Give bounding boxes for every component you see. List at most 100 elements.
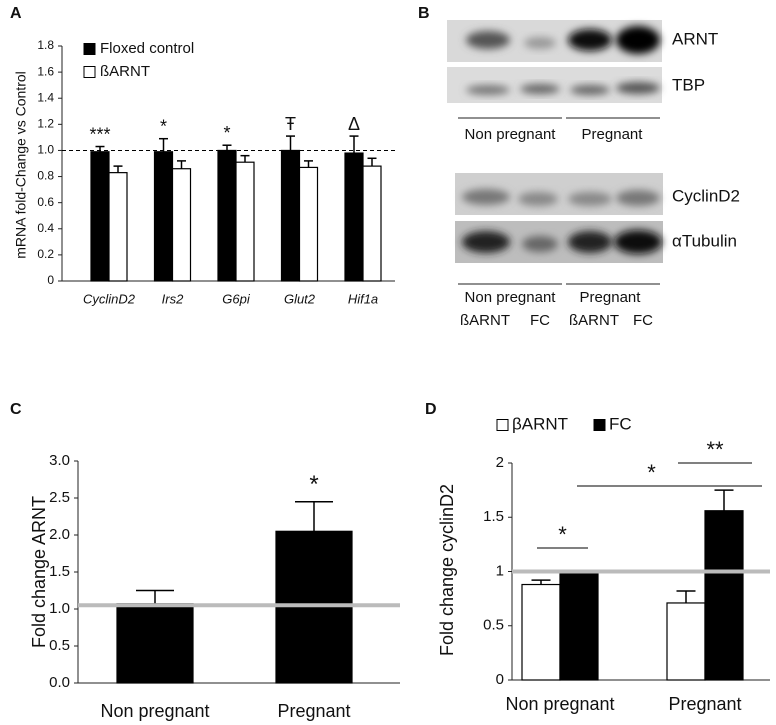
y-tick-label: 0 [496,671,504,688]
y-tick-label: 0.0 [49,674,70,691]
band [568,231,612,253]
x-tick-label: G6pi [222,291,251,306]
y-tick-label: 0.2 [37,247,54,261]
y-tick-label: 1.0 [37,143,54,157]
annotation: ** [706,437,724,462]
band [568,29,612,51]
legend-label: Floxed control [100,40,194,57]
panel-label: D [425,401,437,418]
bar [521,583,561,681]
annotation: * [160,116,167,136]
legend-swatch [83,43,96,55]
panel-label: B [418,5,430,22]
group-label: Pregnant [582,126,644,143]
y-tick-label: 0.4 [37,221,54,235]
lane-label: ßARNT [569,312,619,329]
legend-swatch [83,66,96,78]
band [568,192,612,206]
bar [116,603,194,684]
band-label: TBP [672,75,705,94]
group-label: Non pregnant [465,289,557,306]
band [520,84,560,94]
band-label: ARNT [672,29,718,48]
band [466,31,510,49]
lane-label: ßARNT [460,312,510,329]
western-blot [447,20,663,285]
legend-label: βARNT [512,414,568,433]
band [466,85,510,95]
y-tick-label: 1 [496,562,504,579]
y-tick-label: 2.5 [49,489,70,506]
y-tick-label: 1.0 [49,600,70,617]
annotation: * [309,471,318,498]
legend-label: FC [609,414,632,433]
x-tick-label: Pregnant [668,694,741,714]
bar [235,161,255,282]
x-tick-label: Pregnant [277,701,350,721]
bar [108,172,128,282]
annotation: Ŧ [285,114,296,134]
x-tick-label: CyclinD2 [83,291,136,306]
y-tick-label: 1.6 [37,64,54,78]
band [614,230,662,254]
annotation: * [223,123,230,143]
x-tick-label: Non pregnant [505,694,614,714]
band [524,37,556,49]
y-axis-label: Fold change ARNT [29,496,49,648]
y-tick-label: 0.5 [483,617,504,634]
band [616,26,660,54]
annotation: *** [89,124,110,144]
band [518,192,558,206]
band-label: CyclinD2 [672,186,740,205]
band [616,190,660,206]
band [462,231,510,253]
bar [280,149,301,282]
bar [298,166,319,282]
band [616,82,660,94]
y-tick-label: 1.8 [37,38,54,52]
y-tick-label: 0.8 [37,169,54,183]
annotation: Δ [348,114,360,134]
y-tick-label: 1.5 [483,508,504,525]
y-axis-label: mRNA fold-Change vs Control [13,71,29,259]
bar [90,151,110,282]
x-tick-label: Glut2 [284,291,316,306]
bar [153,151,174,282]
bar [171,168,192,282]
legend-swatch [496,419,509,431]
bar [666,602,706,681]
y-tick-label: 2 [496,454,504,471]
y-tick-label: 0.5 [49,637,70,654]
x-tick-label: Hif1a [348,291,378,306]
y-tick-label: 1.5 [49,563,70,580]
group-label: Pregnant [580,289,642,306]
y-tick-label: 2.0 [49,526,70,543]
bar [344,152,364,282]
legend-label: ßARNT [100,63,150,80]
y-tick-label: 1.2 [37,117,54,131]
y-tick-label: 0 [47,273,54,287]
panel-label: A [10,5,22,22]
y-tick-label: 0.6 [37,195,54,209]
annotation: * [647,460,656,485]
bar [704,510,744,681]
band-label: αTubulin [672,231,737,250]
bar [362,165,382,282]
lane-label: FC [530,312,550,329]
band [522,236,558,252]
bar [559,571,599,681]
band [570,85,610,95]
x-tick-label: Non pregnant [100,701,209,721]
group-label: Non pregnant [465,126,557,143]
bar [217,149,237,282]
lane-label: FC [633,312,653,329]
y-axis-label: Fold change cyclinD2 [437,484,457,656]
annotation: * [558,522,567,547]
y-tick-label: 3.0 [49,452,70,469]
band [462,189,510,205]
panel-label: C [10,401,22,418]
x-tick-label: Irs2 [162,291,184,306]
legend-swatch [593,419,606,431]
y-tick-label: 1.4 [37,90,54,104]
